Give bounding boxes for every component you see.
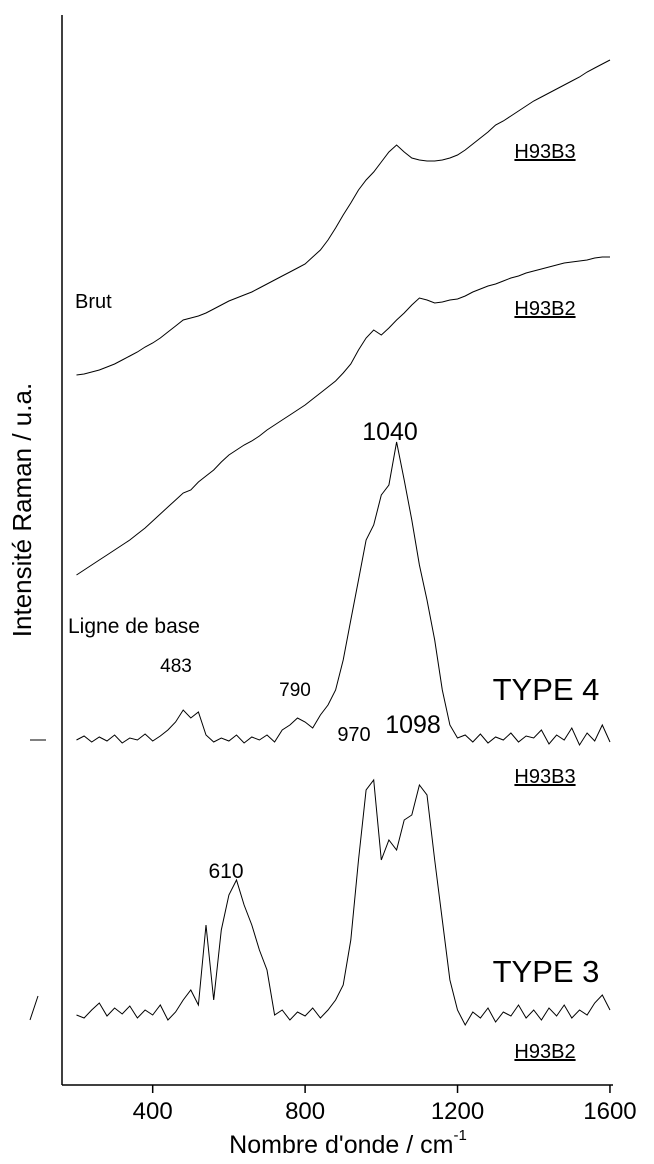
series-label: H93B3 xyxy=(514,141,575,163)
y-axis-label: Intensité Raman / u.a. xyxy=(7,383,37,637)
x-tick-label: 400 xyxy=(133,1098,173,1125)
annotation: TYPE 3 xyxy=(493,954,600,989)
separator xyxy=(29,995,39,1021)
x-axis-label-main: Nombre d'onde / cm xyxy=(229,1131,453,1159)
series-label: H93B3 xyxy=(514,766,575,788)
annotation: 610 xyxy=(208,860,243,883)
spectrum-line xyxy=(76,441,611,747)
x-tick-label: 1200 xyxy=(431,1098,484,1125)
annotation: 970 xyxy=(337,724,370,746)
annotation: 1040 xyxy=(362,418,418,446)
annotation: 483 xyxy=(160,656,192,677)
x-axis-label-sup: -1 xyxy=(453,1127,466,1144)
spectrum-line xyxy=(76,256,610,576)
x-tick-label: 1600 xyxy=(583,1098,636,1125)
annotation: Brut xyxy=(75,291,112,313)
spectrum-line xyxy=(76,59,611,376)
annotation: TYPE 4 xyxy=(493,672,600,707)
annotation: Ligne de base xyxy=(68,615,200,638)
x-axis-label: Nombre d'onde / cm-1 xyxy=(229,1127,467,1159)
annotation: 1098 xyxy=(385,711,441,739)
annotation: 790 xyxy=(279,680,311,701)
series-label: H93B2 xyxy=(514,298,575,320)
x-tick-label: 800 xyxy=(285,1098,325,1125)
spectrum-line xyxy=(76,778,611,1027)
series-label: H93B2 xyxy=(514,1041,575,1063)
